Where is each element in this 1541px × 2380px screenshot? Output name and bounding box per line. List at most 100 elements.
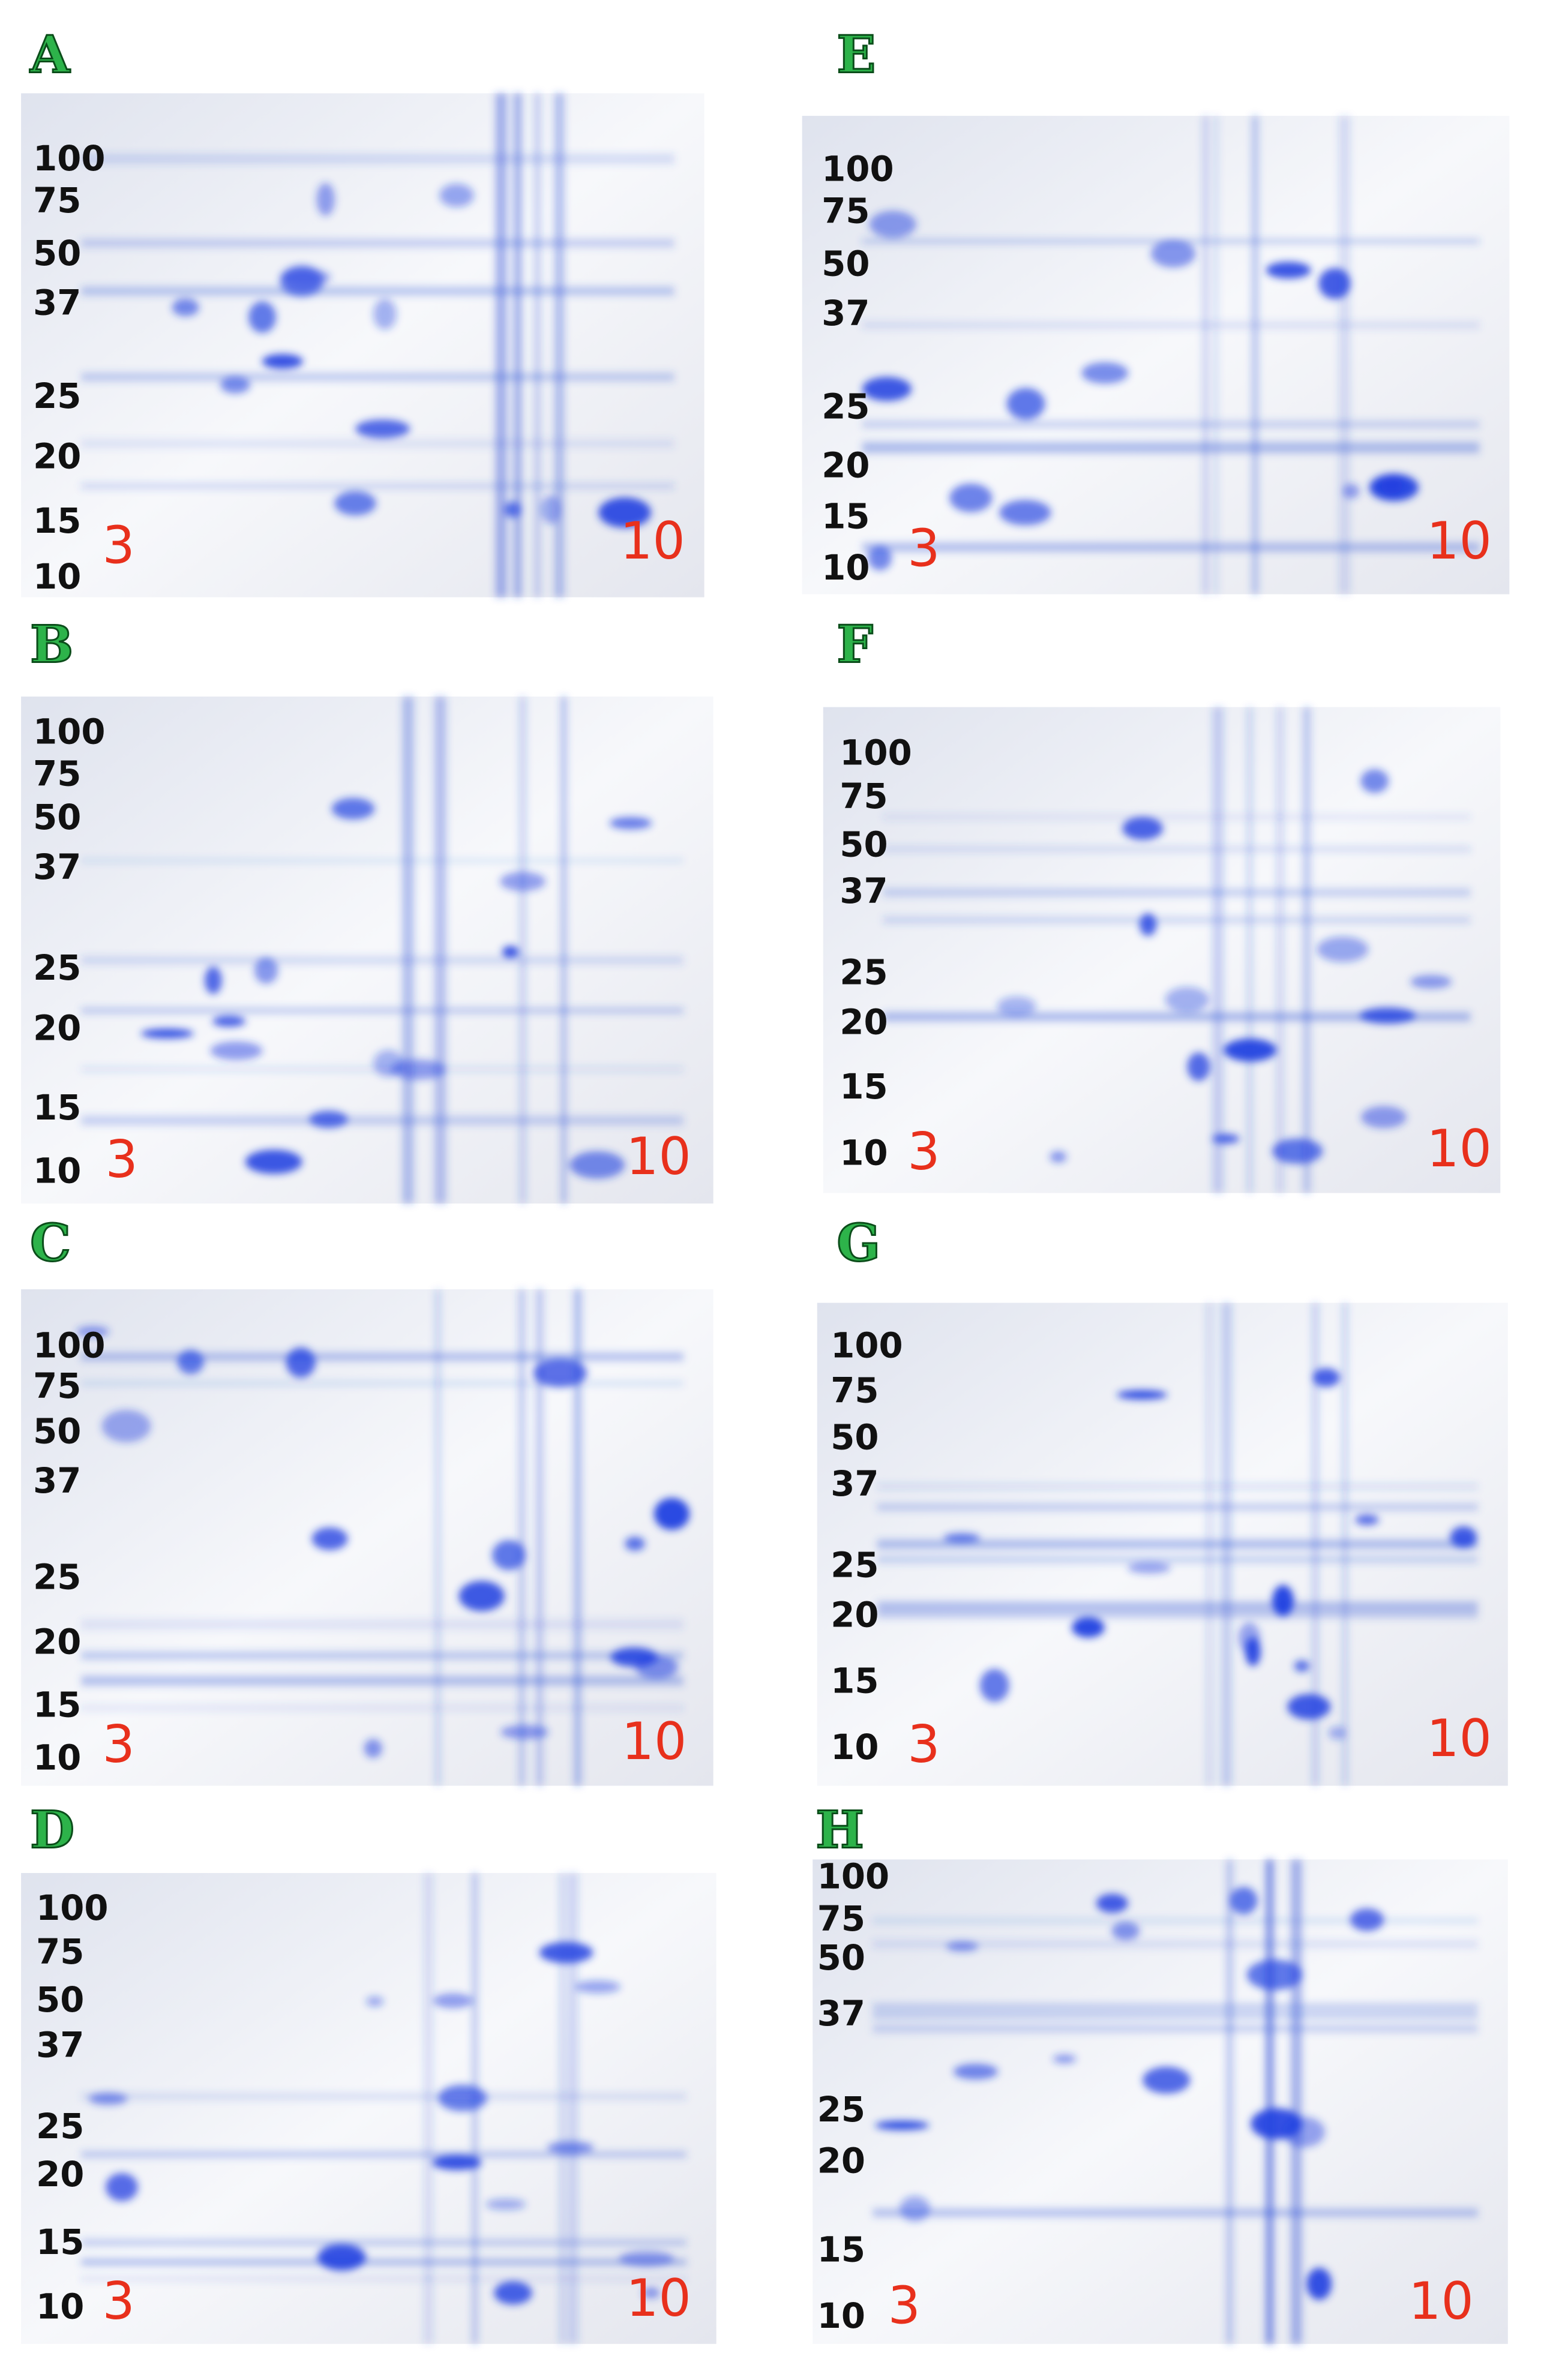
gel-streak — [1339, 116, 1350, 595]
gel-band — [873, 2012, 1478, 2019]
gel-band — [883, 847, 1471, 852]
ph-low-label: 3 — [106, 1130, 138, 1190]
gel-background — [21, 1872, 716, 2344]
panel-letter: B — [30, 614, 73, 674]
gel-streak — [561, 697, 566, 1204]
gel-band — [81, 373, 674, 382]
gel-spot — [439, 184, 474, 208]
gel-streak — [1312, 1302, 1318, 1786]
mw-label: 20 — [831, 1594, 879, 1635]
gel-streak — [1291, 1859, 1302, 2344]
gel-spot — [317, 2244, 366, 2271]
mw-label: 100 — [33, 711, 105, 752]
gel-streak — [518, 1289, 525, 1786]
gel-spot — [1224, 1039, 1276, 1062]
mw-label: 20 — [33, 436, 81, 476]
gel-band — [883, 916, 1471, 923]
gel-spot — [569, 1151, 625, 1179]
gel-spot — [101, 1410, 151, 1443]
gel-spot — [900, 2196, 930, 2222]
ph-high-label: 10 — [1426, 1709, 1491, 1769]
gel-band — [81, 1380, 683, 1386]
gel-spot — [1328, 1726, 1347, 1740]
mw-label: 25 — [840, 952, 888, 993]
gel-band — [883, 888, 1471, 897]
gel-streak — [402, 697, 414, 1204]
gel-streak — [495, 93, 507, 598]
gel-streak — [568, 1872, 578, 2344]
gel-spot — [220, 376, 250, 394]
gel-background — [802, 116, 1510, 595]
gel-spot — [625, 1536, 645, 1551]
gel-spot — [1450, 1526, 1477, 1548]
gel-streak — [424, 1872, 433, 2344]
gel-spot — [280, 265, 323, 297]
gel-spot — [999, 500, 1051, 526]
mw-label: 25 — [36, 2106, 84, 2147]
gel-spot — [946, 1941, 979, 1952]
gel-spot — [311, 1527, 348, 1550]
gel-spots — [873, 1859, 1478, 2344]
gel-spot — [1294, 1660, 1310, 1672]
gel-spot — [541, 495, 561, 524]
gel-spot — [437, 2084, 487, 2112]
gel-band — [81, 2239, 686, 2246]
gel-band — [877, 1611, 1478, 1619]
mw-label: 100 — [822, 148, 894, 189]
gel-band — [81, 483, 674, 490]
gel-spot — [997, 996, 1036, 1016]
gel-streak — [535, 1289, 544, 1786]
gel-spot — [949, 483, 993, 512]
ph-high-label: 10 — [1426, 512, 1491, 571]
mw-label: 10 — [817, 2295, 865, 2336]
mw-label: 37 — [840, 871, 888, 911]
gel-spot — [943, 1533, 981, 1543]
gel-spot — [204, 967, 222, 994]
gel-spot — [391, 1059, 446, 1080]
gel-spot — [485, 2198, 526, 2210]
panel-letter: H — [816, 1800, 864, 1860]
gel-band — [877, 1601, 1478, 1611]
gel-streak — [434, 1289, 441, 1786]
gel-streak — [574, 1289, 582, 1786]
gel-streak — [1252, 116, 1258, 595]
gel-spot — [355, 419, 410, 439]
ph-low-label: 3 — [888, 2277, 921, 2336]
gel-band — [862, 542, 1480, 552]
gel-spots — [81, 697, 683, 1204]
gel-spot — [862, 377, 912, 401]
gel-band — [862, 321, 1480, 329]
gel-spot — [504, 502, 522, 518]
gel-band — [877, 1539, 1478, 1549]
gel-spot — [494, 2281, 532, 2305]
ph-low-label: 3 — [103, 1715, 135, 1775]
gel-spot — [1342, 484, 1360, 499]
gel-spot — [502, 946, 519, 958]
gel-band — [81, 1115, 683, 1121]
gel-spot — [1360, 1106, 1407, 1129]
gel-spot — [331, 797, 375, 820]
gel-spot — [76, 1326, 109, 1337]
gel-spots — [883, 707, 1471, 1193]
mw-label: 100 — [817, 1856, 889, 1897]
mw-label: 10 — [33, 1151, 81, 1191]
panel-letter: F — [837, 614, 873, 674]
gel-spot — [177, 1349, 204, 1374]
gel-band — [81, 1676, 683, 1686]
mw-label: 20 — [840, 1001, 888, 1042]
gel-spot — [1122, 817, 1164, 840]
mw-label: 37 — [33, 847, 81, 887]
gel-spot — [539, 1941, 593, 1964]
gel-band — [877, 1503, 1478, 1511]
gel-spot — [653, 1497, 690, 1530]
panel-letter: D — [30, 1800, 74, 1860]
gel-spot — [1381, 473, 1405, 497]
gel-spot — [1359, 1007, 1416, 1024]
gel-spot — [316, 182, 335, 216]
gel-band — [81, 1705, 683, 1710]
